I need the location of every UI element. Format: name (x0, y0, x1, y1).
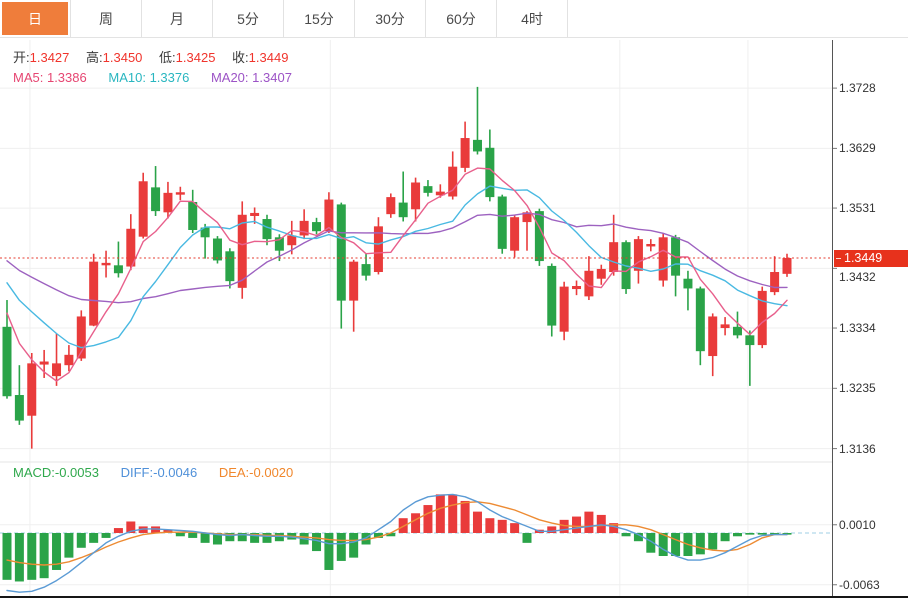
macd-axis-label--0.0063: -0.0063 (839, 578, 880, 592)
dea-value-readout: DEA:-0.0020 (219, 465, 293, 480)
high-readout: 高:1.3450 (86, 50, 142, 65)
tab-m30[interactable]: 30分 (355, 0, 426, 37)
ma5-readout: MA5: 1.3386 (13, 70, 87, 85)
tab-month[interactable]: 月 (142, 0, 213, 37)
ma20-readout: MA20: 1.3407 (211, 70, 292, 85)
ma10-label: MA10: (108, 70, 146, 85)
interval-tabbar: 日周月 5分 15分 30分 60分 4时 (0, 0, 908, 38)
macd-axis-label-0.0010: 0.0010 (839, 518, 876, 532)
ma10-readout: MA10: 1.3376 (108, 70, 189, 85)
tab-h4[interactable]: 4时 (497, 0, 568, 37)
price-axis-label-1.3334: 1.3334 (839, 321, 876, 335)
price-axis-label-1.3531: 1.3531 (839, 201, 876, 215)
ma20-value: 1.3407 (252, 70, 292, 85)
macd-value: -0.0053 (54, 465, 99, 480)
price-axis-label-1.3728: 1.3728 (839, 81, 876, 95)
price-axis-label-1.3136: 1.3136 (839, 442, 876, 456)
ma5-value: 1.3386 (46, 70, 87, 85)
current-price-value: 1.3449 (844, 251, 883, 265)
open-value: 1.3427 (29, 50, 70, 65)
price-axis-label-1.3432: 1.3432 (839, 270, 876, 284)
dea-value: -0.0020 (249, 465, 294, 480)
open-label: 开: (13, 50, 30, 65)
macd-value-readout: MACD:-0.0053 (13, 465, 99, 480)
high-label: 高: (86, 50, 103, 65)
current-price-tag: 1.3449 (834, 250, 908, 267)
low-value: 1.3425 (175, 50, 216, 65)
open-readout: 开:1.3427 (13, 50, 69, 65)
tab-m15[interactable]: 15分 (284, 0, 355, 37)
tab-day[interactable]: 日 (0, 0, 71, 37)
price-axis-label-1.3235: 1.3235 (839, 381, 876, 395)
tab-m60[interactable]: 60分 (426, 0, 497, 37)
macd-readout: MACD:-0.0053 DIFF:-0.0046 DEA:-0.0020 (13, 465, 311, 481)
diff-value: -0.0046 (153, 465, 198, 480)
macd-label: MACD: (13, 465, 55, 480)
ma-readout: MA5: 1.3386 MA10: 1.3376 MA20: 1.3407 (13, 70, 310, 86)
ma20-label: MA20: (210, 70, 249, 85)
high-value: 1.3450 (102, 50, 143, 65)
low-label: 低: (159, 50, 176, 65)
low-readout: 低:1.3425 (159, 50, 215, 65)
ma5-label: MA5: (13, 70, 44, 85)
dea-label: DEA: (218, 465, 250, 480)
close-label: 收: (232, 50, 249, 65)
close-value: 1.3449 (248, 50, 289, 65)
tab-m5[interactable]: 5分 (213, 0, 284, 37)
tab-week[interactable]: 周 (71, 0, 142, 37)
ma10-value: 1.3376 (149, 70, 190, 85)
price-axis-label-1.3629: 1.3629 (839, 141, 876, 155)
close-readout: 收:1.3449 (232, 50, 288, 65)
ohlc-readout: 开:1.3427 高:1.3450 低:1.3425 收:1.3449 (13, 50, 301, 66)
diff-value-readout: DIFF:-0.0046 (121, 465, 198, 480)
diff-label: DIFF: (120, 465, 154, 480)
